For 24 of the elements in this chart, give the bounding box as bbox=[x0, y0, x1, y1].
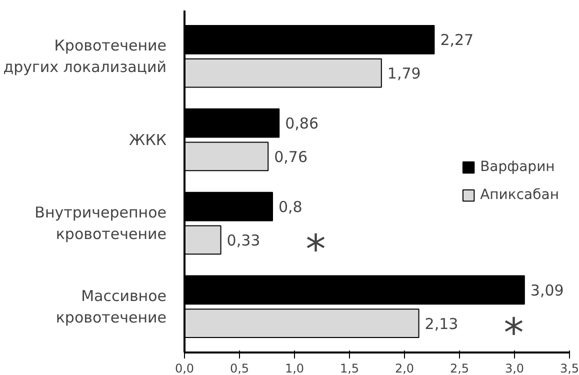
y-tick-label: Кровотечение других локализаций bbox=[3, 36, 167, 76]
data-label: 0,76 bbox=[274, 148, 308, 166]
x-tick-label: 0,5 bbox=[230, 362, 250, 375]
y-tick-label: Массивное кровотечение bbox=[56, 286, 167, 326]
x-tick-label: 2,0 bbox=[394, 362, 414, 375]
x-tick-label: 3,0 bbox=[504, 362, 524, 375]
x-tick-label: 1,0 bbox=[284, 362, 304, 375]
x-tick-label: 1,5 bbox=[340, 362, 360, 375]
x-tick-label: 2,5 bbox=[450, 362, 470, 375]
y-tick-label: Внутричерепное кровотечение bbox=[34, 203, 167, 244]
data-label: 1,79 bbox=[387, 64, 421, 83]
annotation: * bbox=[306, 226, 326, 273]
data-label: 2,13 bbox=[424, 314, 458, 333]
x-tick-label: 0,0 bbox=[174, 362, 194, 375]
data-label: 0,8 bbox=[278, 198, 302, 216]
legend-label: Апиксабан bbox=[480, 187, 559, 203]
annotation: * bbox=[504, 310, 524, 356]
x-tick-label: 3,5 bbox=[560, 362, 579, 375]
data-label: 2,27 bbox=[440, 31, 474, 50]
data-label: 0,86 bbox=[285, 114, 319, 133]
data-label: 0,33 bbox=[226, 231, 260, 250]
data-label: 3,09 bbox=[530, 281, 564, 300]
y-tick-label: ЖКК bbox=[129, 130, 167, 149]
legend-label: Варфарин bbox=[480, 159, 555, 175]
